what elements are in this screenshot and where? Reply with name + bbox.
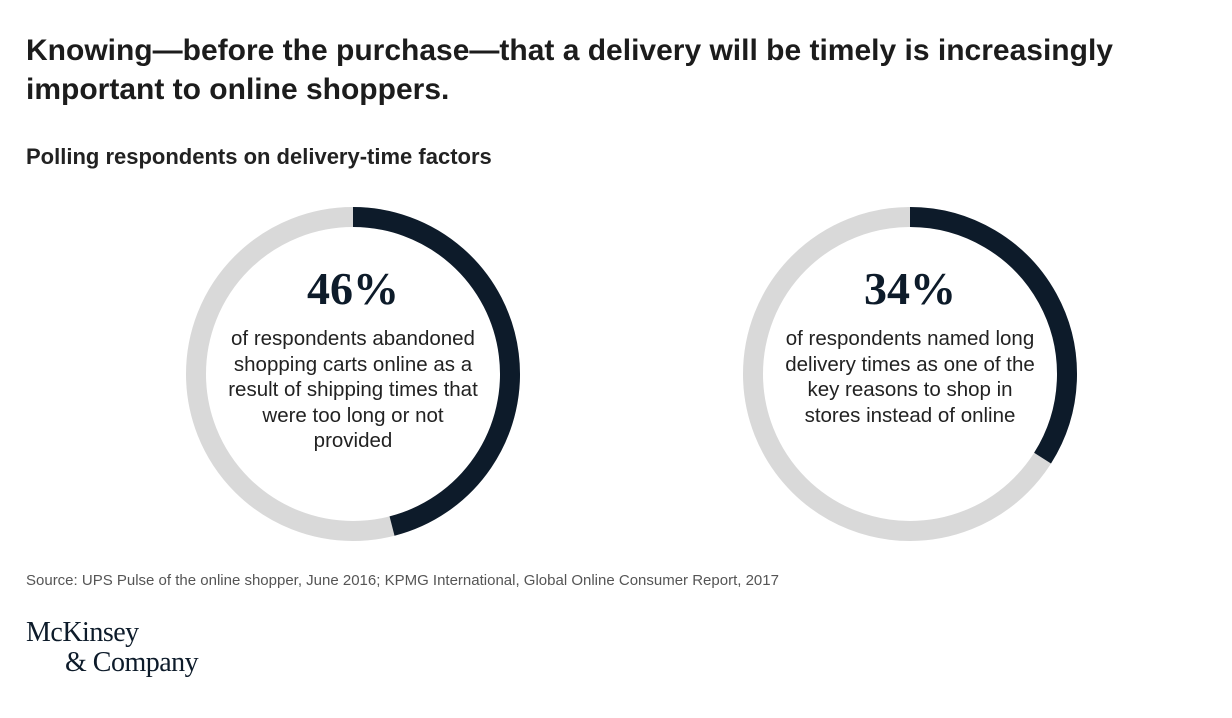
donut-chart-2: 34% of respondents named long delivery t… bbox=[742, 206, 1078, 542]
chart-subtitle: Polling respondents on delivery-time fac… bbox=[26, 144, 492, 169]
logo-line-2: & Company bbox=[65, 647, 199, 678]
donut-svg-2 bbox=[743, 207, 1077, 541]
donut-value-1: 46% bbox=[307, 263, 399, 314]
logo-line-1: McKinsey bbox=[26, 617, 139, 648]
donut-label-1: 46% of respondents abandoned shopping ca… bbox=[223, 262, 483, 454]
donut-chart-1: 46% of respondents abandoned shopping ca… bbox=[185, 206, 521, 542]
donut-description-1: of respondents abandoned shopping carts … bbox=[228, 327, 478, 452]
donut-arc-2 bbox=[909, 207, 1077, 464]
donut-label-2: 34% of respondents named long delivery t… bbox=[780, 262, 1040, 428]
donut-svg-1 bbox=[186, 207, 520, 541]
chart-title: Knowing—before the purchase—that a deliv… bbox=[26, 34, 1113, 106]
donut-arc-1 bbox=[352, 207, 520, 536]
mckinsey-logo: McKinsey & Company bbox=[26, 617, 199, 678]
donut-description-2: of respondents named long delivery times… bbox=[785, 327, 1035, 427]
source-note: Source: UPS Pulse of the online shopper,… bbox=[26, 572, 779, 589]
donut-value-2: 34% bbox=[864, 263, 956, 314]
